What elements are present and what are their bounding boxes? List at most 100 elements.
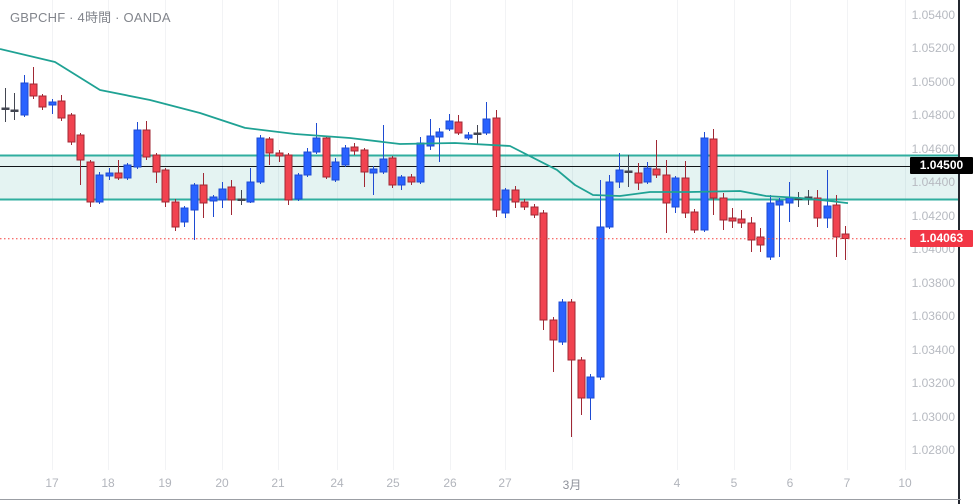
candle-body (275, 152, 284, 157)
price-zone-rect[interactable] (0, 155, 959, 200)
time-axis-tick: 25 (386, 476, 400, 490)
candle-body (322, 137, 331, 178)
candle-body (558, 301, 567, 343)
candle-body (161, 169, 170, 203)
candle-body (171, 201, 180, 228)
time-axis-tick: 10 (898, 476, 912, 490)
candle-body (388, 157, 397, 186)
candle-body (369, 168, 378, 174)
candle-body (690, 211, 699, 231)
candle-body (445, 120, 454, 130)
price-axis-tick: 1.04800 (911, 108, 955, 123)
candle-body (435, 131, 444, 138)
candle-body (76, 134, 85, 161)
time-axis-tick: 5 (730, 476, 738, 490)
candle-body (775, 200, 784, 206)
candle-body (29, 83, 38, 97)
candle-body (199, 184, 208, 204)
time-axis-border (0, 499, 961, 500)
price-axis-tick: 1.02800 (911, 443, 955, 457)
candle-body (123, 164, 132, 179)
price-axis-tick: 1.04400 (911, 175, 955, 190)
candlestick-series (1, 67, 850, 437)
price-axis-tick: 1.03200 (911, 376, 955, 391)
candle-body (643, 167, 652, 183)
price-axis-tick: 1.05200 (911, 41, 955, 56)
candle-body (426, 135, 435, 147)
candle-body (549, 319, 558, 341)
candle-body (605, 181, 614, 228)
candle-body (539, 212, 548, 321)
price-axis-tick: 1.03400 (911, 342, 955, 357)
candle-body (38, 95, 47, 108)
time-axis-tick: 20 (215, 476, 229, 490)
candle-body (520, 201, 529, 208)
candle-body (246, 181, 255, 203)
candle-body (482, 118, 491, 134)
time-axis-tick: 26 (443, 476, 457, 490)
candle-body (284, 154, 293, 201)
candle-body (95, 174, 104, 203)
candle-body (454, 121, 463, 134)
candle-body (586, 376, 595, 399)
time-axis-tick: 18 (101, 476, 115, 490)
price-axis-tick: 1.05000 (911, 74, 955, 89)
candle-body (501, 189, 510, 214)
candle-body (20, 82, 29, 116)
candle-body (218, 188, 227, 201)
symbol-legend[interactable]: GBPCHF · 4時間 · OANDA (10, 10, 171, 25)
candle-body (331, 161, 340, 181)
time-axis-tick: 27 (498, 476, 512, 490)
candle-body (473, 132, 482, 136)
price-axis-tick: 1.03000 (911, 409, 955, 424)
candle-body (567, 301, 576, 361)
candle-body (237, 198, 246, 202)
candle-body (360, 149, 369, 173)
price-axis-tick: 1.03600 (911, 309, 955, 324)
moving-average-line (0, 48, 849, 204)
time-axis-tick: 6 (786, 476, 794, 490)
candle-body (407, 176, 416, 183)
candle-body (86, 161, 95, 203)
time-axis-tick: 4 (673, 476, 681, 490)
candle-body (464, 134, 473, 139)
candle-body (511, 189, 520, 203)
candle-body (615, 169, 624, 183)
candle-body (737, 218, 746, 224)
candle-body (379, 158, 388, 173)
candle-body (227, 186, 236, 201)
candle-body (397, 176, 406, 186)
price-level-tag: 1.04500 (910, 157, 973, 175)
candle-body (596, 226, 605, 378)
candle-body (1, 107, 10, 111)
candle-body (492, 117, 501, 211)
candle-body (341, 147, 350, 166)
candle-body (209, 196, 218, 202)
price-axis-tick: 1.03800 (911, 275, 955, 290)
time-axis-tick: 7 (843, 476, 851, 490)
candle-body (67, 114, 76, 143)
time-axis-tick: 3月 (562, 478, 582, 492)
price-axis-tick: 1.04200 (911, 208, 955, 223)
time-axis-tick: 17 (45, 476, 59, 490)
candle-body (709, 138, 718, 199)
candle-body (180, 207, 189, 223)
candle-body (142, 129, 151, 158)
candle-body (294, 174, 303, 200)
price-axis-tick: 1.05400 (911, 8, 955, 22)
time-axis-tick: 24 (330, 476, 344, 490)
candle-body (265, 138, 274, 154)
price-axis-tick: 1.04600 (911, 141, 955, 156)
candle-body (57, 100, 66, 119)
candle-body (190, 184, 199, 211)
candle-body (577, 359, 586, 399)
candle-body (662, 174, 671, 204)
candle-body (416, 142, 425, 183)
candle-body (719, 197, 728, 221)
candle-body (785, 197, 794, 204)
candle-body (700, 137, 709, 231)
candle-body (681, 177, 690, 214)
candle-body (813, 197, 822, 219)
